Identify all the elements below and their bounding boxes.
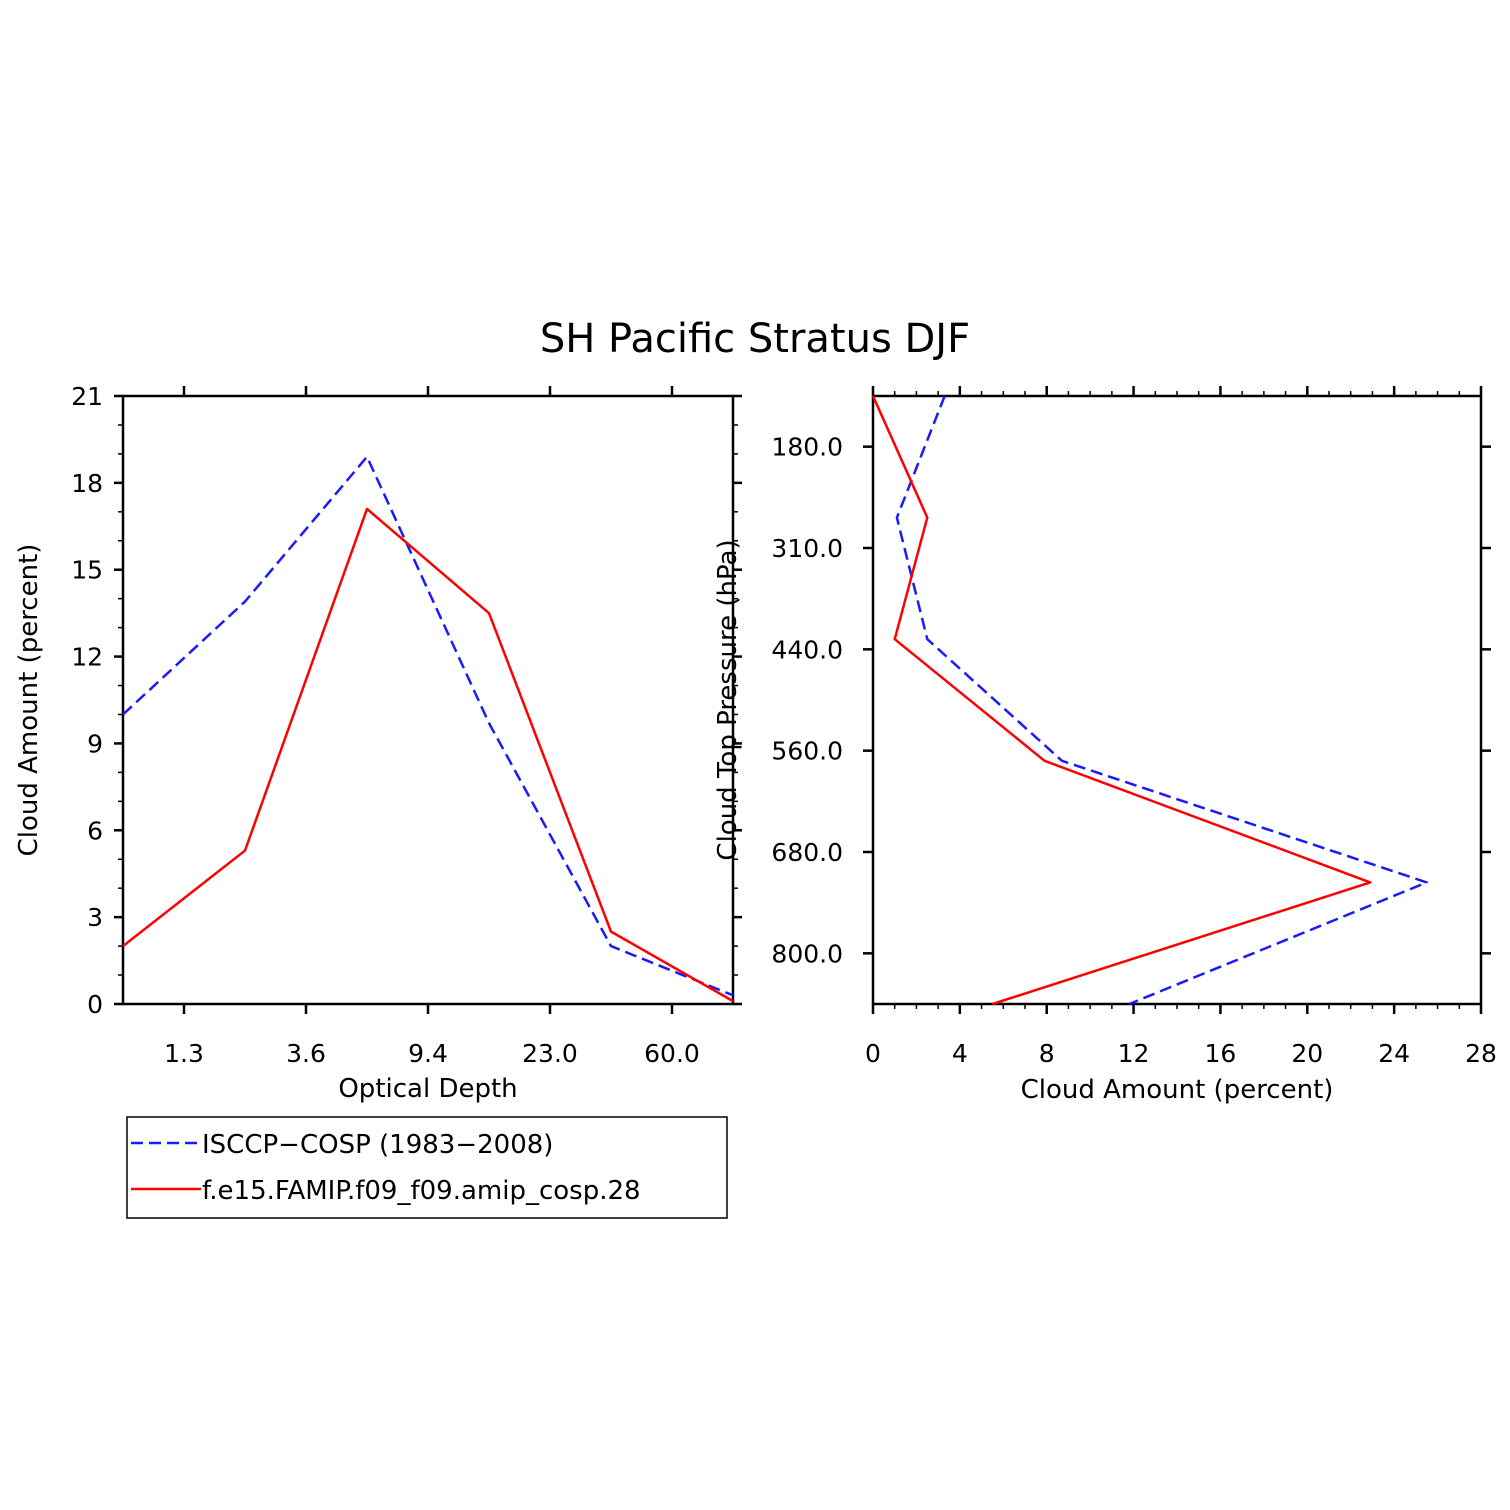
left-y-tick-label: 0 bbox=[87, 990, 103, 1019]
left-y-tick-label: 6 bbox=[87, 816, 103, 845]
right-y-tick-label: 800.0 bbox=[771, 939, 843, 968]
left-x-tick-label: 1.3 bbox=[164, 1039, 204, 1068]
left-x-tick-label: 9.4 bbox=[408, 1039, 448, 1068]
left-y-tick-label: 15 bbox=[71, 556, 103, 585]
left-tick-labels: 0 3 6 9 12 15 18 21 1.3 3.6 9.4 23.0 60.0 bbox=[71, 382, 700, 1068]
left-x-tick-label: 23.0 bbox=[522, 1039, 578, 1068]
left-series-line-obs bbox=[122, 455, 734, 997]
right-x-tick-label: 20 bbox=[1291, 1039, 1323, 1068]
right-x-tick-label: 8 bbox=[1039, 1039, 1055, 1068]
left-y-tick-label: 18 bbox=[71, 469, 103, 498]
left-y-axis-label: Cloud Amount (percent) bbox=[14, 544, 44, 857]
cloud-top-pressure-panel: 0 4 8 12 16 20 24 28 180.0 310.0 440.0 560.0 680.0 80… bbox=[713, 386, 1497, 1105]
right-y-tick-label: 680.0 bbox=[771, 838, 843, 867]
right-x-tick-label: 0 bbox=[865, 1039, 881, 1068]
left-x-tick-label: 3.6 bbox=[286, 1039, 326, 1068]
left-axis-ticks bbox=[114, 386, 742, 1014]
left-y-tick-label: 9 bbox=[87, 729, 103, 758]
left-series-line-model bbox=[122, 507, 734, 1003]
right-y-tick-label: 560.0 bbox=[771, 737, 843, 766]
right-y-tick-label: 440.0 bbox=[771, 635, 843, 664]
optical-depth-panel: 0 3 6 9 12 15 18 21 1.3 3.6 9.4 23.0 60.0 Optical De… bbox=[14, 382, 742, 1104]
left-y-tick-label: 3 bbox=[87, 903, 103, 932]
right-y-axis-label: Cloud Top Pressure (hPa) bbox=[713, 539, 743, 860]
legend-entry-obs: ISCCP−COSP (1983−2008) bbox=[202, 1130, 553, 1160]
right-x-tick-label: 12 bbox=[1118, 1039, 1150, 1068]
legend: ISCCP−COSP (1983−2008) f.e15.FAMIP.f09_f… bbox=[126, 1116, 728, 1219]
right-tick-labels: 0 4 8 12 16 20 24 28 180.0 310.0 440.0 560.0 680.0 80… bbox=[771, 433, 1496, 1068]
right-y-tick-label: 180.0 bbox=[771, 433, 843, 462]
right-axis-ticks bbox=[863, 386, 1491, 1014]
left-y-tick-label: 12 bbox=[71, 643, 103, 672]
left-series-group bbox=[122, 455, 734, 1003]
left-x-tick-label: 60.0 bbox=[644, 1039, 700, 1068]
right-plot-frame bbox=[871, 394, 1483, 1006]
right-x-tick-label: 28 bbox=[1465, 1039, 1497, 1068]
legend-entry-model: f.e15.FAMIP.f09_f09.amip_cosp.28 bbox=[202, 1176, 641, 1206]
right-x-tick-label: 16 bbox=[1205, 1039, 1237, 1068]
legend-box bbox=[126, 1116, 728, 1219]
right-series-group bbox=[871, 395, 1428, 1006]
left-x-axis-label: Optical Depth bbox=[338, 1074, 517, 1104]
right-series-line-model bbox=[871, 395, 1372, 1006]
right-series-line-obs bbox=[895, 395, 1428, 1006]
left-y-tick-label: 21 bbox=[71, 382, 103, 411]
chart-title: SH Pacific Stratus DJF bbox=[540, 316, 970, 362]
right-x-tick-label: 4 bbox=[952, 1039, 968, 1068]
right-x-axis-label: Cloud Amount (percent) bbox=[1021, 1075, 1334, 1105]
left-plot-frame bbox=[121, 394, 735, 1006]
right-x-tick-label: 24 bbox=[1378, 1039, 1410, 1068]
right-y-tick-label: 310.0 bbox=[771, 534, 843, 563]
